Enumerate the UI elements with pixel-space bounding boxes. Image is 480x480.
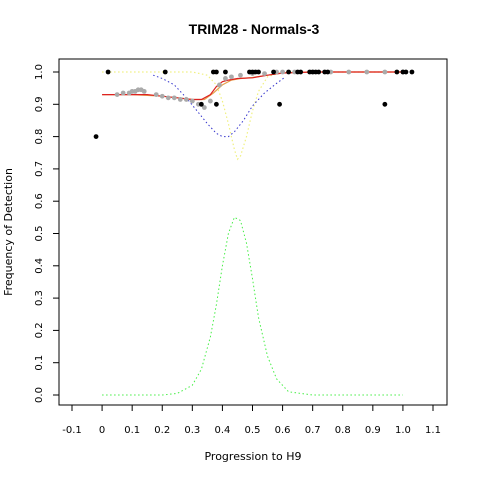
data-point [256, 69, 261, 75]
x-tick-label: 1.0 [395, 425, 411, 436]
blue-dotted-line [153, 74, 286, 138]
y-tick-label: 0.9 [34, 96, 45, 112]
x-tick-label: 0.5 [245, 425, 261, 436]
x-tick-label: 0.1 [124, 425, 140, 436]
y-tick-label: 0.2 [34, 322, 45, 338]
smoothed-point [165, 95, 171, 101]
data-point [214, 101, 219, 107]
smoothed-point [238, 72, 243, 78]
data-point [403, 69, 409, 75]
yellow-dotted-line [102, 71, 403, 161]
smoothed-point [141, 88, 147, 94]
smoothed-point [229, 74, 234, 80]
data-point [271, 69, 276, 75]
chart-title: TRIM28 - Normals-3 [189, 21, 320, 37]
smoothed-point [114, 92, 120, 98]
y-axis: 0.0 0.1 0.2 0.3 0.4 0.5 0.6 0.7 0.8 0.9 1.0 [34, 64, 60, 403]
smoothed-point [177, 97, 183, 102]
smoothed-point [223, 76, 228, 81]
smoothed-point [382, 69, 388, 75]
data-point [214, 69, 219, 75]
smoothed-point [189, 98, 195, 104]
x-axis-label: Progression to H9 [204, 450, 301, 463]
data-point [409, 69, 415, 75]
x-tick-label: 1.1 [425, 425, 441, 436]
data-point [162, 69, 168, 75]
data-points [93, 69, 415, 140]
smoothed-point [120, 90, 126, 96]
y-tick-label: 0.4 [34, 258, 45, 274]
y-tick-label: 0.6 [34, 193, 45, 209]
x-tick-label: 0.6 [275, 425, 291, 436]
y-tick-label: 0.1 [34, 355, 45, 371]
x-tick-label: -0.1 [62, 425, 82, 436]
data-point [394, 69, 400, 75]
y-tick-label: 0.0 [34, 387, 45, 403]
x-tick-label: 0.9 [365, 425, 381, 436]
y-tick-label: 0.7 [34, 161, 45, 177]
y-tick-label: 0.5 [34, 226, 45, 242]
y-axis-label: Frequency of Detection [2, 168, 15, 296]
data-point [93, 134, 99, 140]
x-axis: -0.1 0 0.1 0.2 0.3 0.4 0.5 0.6 0.7 0.8 0.9 1.0 1.1 [62, 404, 441, 436]
data-point [325, 69, 331, 75]
green-dotted-line [102, 216, 403, 396]
smoothed-point [159, 93, 165, 99]
x-tick-label: 0.4 [214, 425, 230, 436]
smoothed-point [262, 71, 267, 77]
smoothed-point [364, 69, 370, 75]
data-point [286, 69, 291, 75]
smoothed-point [183, 97, 189, 102]
x-tick-label: 0.8 [335, 425, 351, 436]
y-tick-label: 1.0 [34, 64, 45, 80]
data-point [198, 101, 204, 107]
y-tick-label: 0.8 [34, 129, 45, 145]
smoothed-point [171, 95, 177, 101]
smoothed-point [201, 105, 207, 110]
smoothed-point [346, 69, 352, 75]
data-point [316, 69, 322, 75]
x-tick-label: 0.7 [305, 425, 321, 436]
data-point [223, 69, 228, 75]
x-tick-label: 0.3 [184, 425, 200, 436]
x-tick-label: 0 [99, 425, 105, 436]
smoothed-point [217, 82, 222, 88]
series-curves [102, 71, 403, 396]
orange-fit-line [102, 71, 403, 101]
x-tick-label: 0.2 [154, 425, 170, 436]
data-point [105, 69, 111, 75]
plot-area [58, 58, 448, 406]
smoothed-point [153, 92, 159, 98]
data-point [277, 101, 282, 107]
smoothed-point [207, 98, 213, 104]
data-point [298, 69, 304, 75]
data-point [382, 101, 388, 107]
smoothed-point [280, 69, 285, 75]
y-tick-label: 0.3 [34, 290, 45, 306]
